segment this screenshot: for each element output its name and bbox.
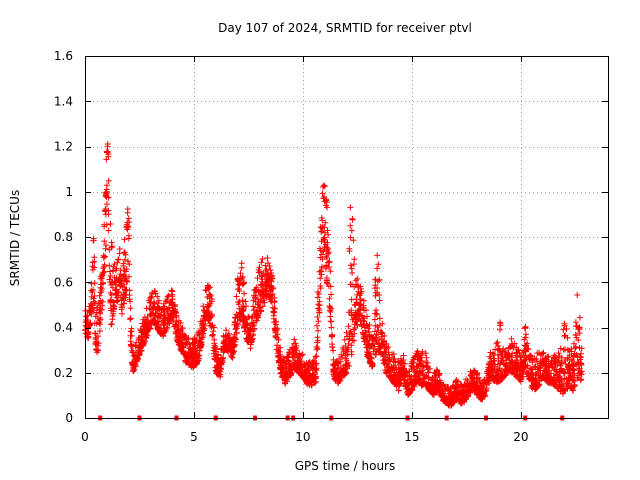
y-tick-label: 0.6: [54, 275, 73, 289]
x-tick-label: 10: [295, 430, 310, 444]
y-tick-label: 1.4: [54, 94, 73, 108]
x-tick-label: 5: [190, 430, 198, 444]
y-tick-label: 0: [65, 411, 73, 425]
y-tick-labels: 0 0.2 0.4 0.6 0.8 1 1.2 1.4 1.6: [54, 49, 73, 425]
axis-ticks: [85, 56, 608, 419]
y-tick-label: 1: [65, 185, 73, 199]
y-tick-label: 1.6: [54, 49, 73, 63]
chart-title: Day 107 of 2024, SRMTID for receiver ptv…: [218, 21, 472, 35]
x-tick-label: 20: [513, 430, 528, 444]
data-series: [82, 141, 585, 409]
srmtid-points: [82, 141, 585, 409]
y-axis-label: SRMTID / TECUs: [8, 190, 22, 286]
x-tick-label: 15: [404, 430, 419, 444]
y-tick-label: 0.4: [54, 321, 73, 335]
x-tick-label: 0: [81, 430, 89, 444]
y-tick-label: 0.2: [54, 366, 73, 380]
grid-lines: [85, 56, 608, 418]
x-tick-labels: 0 5 10 15 20: [81, 430, 528, 444]
y-tick-label: 0.8: [54, 230, 73, 244]
x-axis-label: GPS time / hours: [295, 459, 396, 473]
y-tick-label: 1.2: [54, 140, 73, 154]
